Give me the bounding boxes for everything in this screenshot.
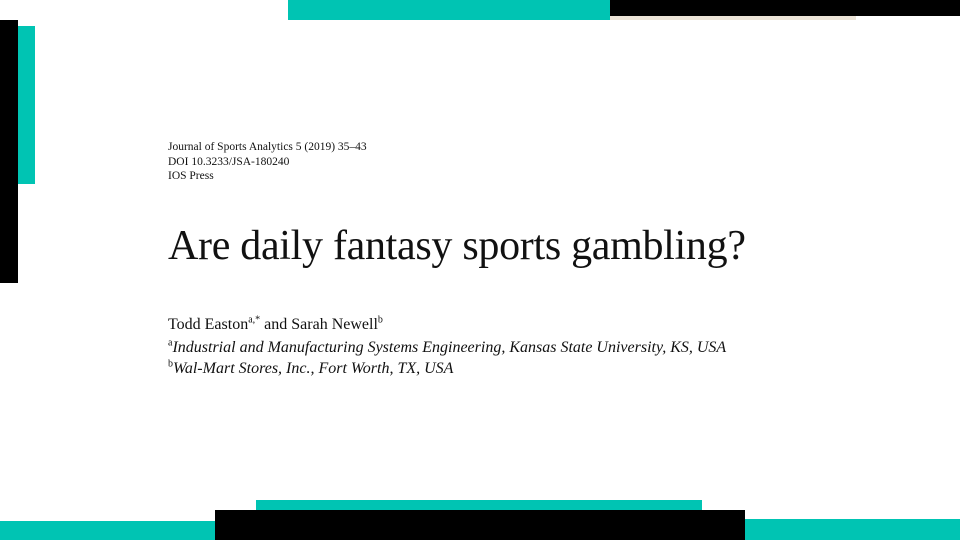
bottom-teal-bar-right [745, 519, 960, 540]
affiliation-mark: b [168, 358, 173, 370]
top-beige-strip [610, 16, 856, 20]
bottom-black-bar [215, 510, 745, 540]
author-separator: and [260, 316, 292, 333]
affiliation: bWal-Mart Stores, Inc., Fort Worth, TX, … [168, 358, 453, 380]
journal-citation: Journal of Sports Analytics 5 (2019) 35–… [168, 141, 367, 153]
bottom-teal-bar-left [0, 521, 215, 540]
top-teal-bar [288, 0, 610, 20]
paper-title: Are daily fantasy sports gambling? [168, 223, 746, 269]
affiliation: aIndustrial and Manufacturing Systems En… [168, 337, 726, 359]
journal-header: Journal of Sports Analytics 5 (2019) 35–… [168, 140, 367, 184]
left-teal-bar [16, 26, 35, 184]
left-black-bar [0, 20, 18, 283]
journal-publisher: IOS Press [168, 170, 214, 182]
author-name: Todd Easton [168, 316, 249, 333]
top-black-bar [610, 0, 960, 16]
author-affiliation-mark: b [377, 314, 383, 326]
journal-doi: DOI 10.3233/JSA-180240 [168, 155, 290, 168]
affiliation-text: Industrial and Manufacturing Systems Eng… [172, 339, 727, 356]
author-name: Sarah Newell [291, 316, 378, 333]
author-line: Todd Eastona,* and Sarah Newellb [168, 314, 383, 336]
author-affiliation-mark: a,* [248, 314, 261, 326]
affiliation-text: Wal-Mart Stores, Inc., Fort Worth, TX, U… [173, 360, 454, 377]
affiliation-mark: a [168, 337, 173, 349]
bottom-teal-bar-center [256, 500, 702, 512]
